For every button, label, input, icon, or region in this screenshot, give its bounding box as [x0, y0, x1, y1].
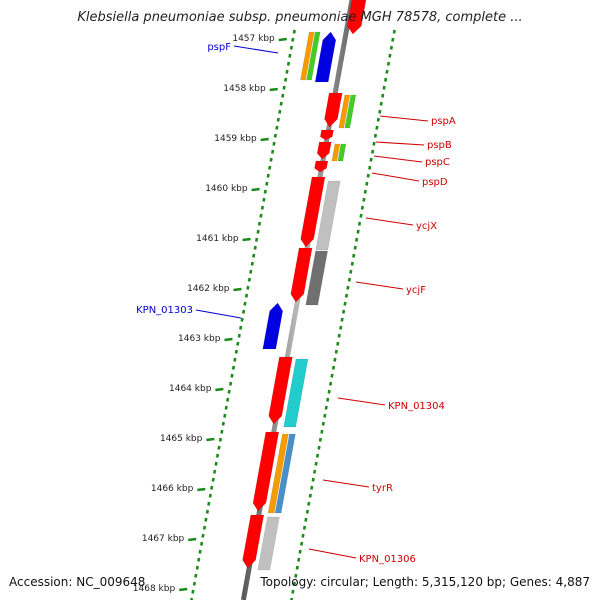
kbp-tick	[206, 437, 215, 442]
ycjX-gene	[300, 176, 326, 248]
pspC-bar-green	[337, 143, 347, 162]
gene-label-ycjF[interactable]: ycjF	[406, 285, 426, 296]
KPN_01303-leader-line	[195, 309, 242, 319]
kbp-tick-label: 1462 kbp	[187, 284, 230, 294]
pspD-gene	[314, 160, 329, 173]
pspF-bar-green	[306, 31, 321, 81]
gene-label-pspA[interactable]: pspA	[431, 116, 456, 127]
kbp-tick-label: 1461 kbp	[196, 234, 239, 244]
kbp-tick	[179, 587, 188, 592]
pspC-bar-orange	[331, 143, 341, 162]
ycjX-bar-gray	[315, 180, 341, 251]
pspA-bar-orange	[338, 94, 351, 129]
track-dots	[190, 29, 396, 600]
pspF-gene	[314, 31, 337, 83]
pspF-bar-orange	[300, 31, 315, 81]
kbp-tick-label: 1463 kbp	[178, 334, 221, 344]
ycjF-bar-dark	[305, 250, 328, 306]
genome-summary-text: Topology: circular; Length: 5,315,120 bp…	[260, 575, 590, 589]
pspC-gene	[316, 141, 332, 160]
kbp-tick-label: 1467 kbp	[142, 534, 185, 544]
kbp-tick-label: 1465 kbp	[160, 434, 203, 444]
kbp-tick-label: 1468 kbp	[133, 584, 176, 594]
gene-label-pspB[interactable]: pspB	[427, 140, 452, 151]
gene-label-pspD[interactable]: pspD	[422, 177, 448, 188]
tyrR-bar-blue	[274, 433, 296, 514]
kbp-tick	[224, 337, 233, 342]
kbp-ticks: 1457 kbp 1458 kbp 1459 kbp 1460 kbp 1461 kbp…	[133, 34, 287, 594]
KPN_01306-bar-gray	[257, 516, 280, 571]
kbp-tick	[269, 87, 278, 92]
pspA-gene	[324, 92, 343, 128]
accession-text: Accession: NC_009648	[9, 575, 146, 589]
kbp-tick	[278, 37, 287, 42]
kbp-tick	[197, 487, 206, 492]
KPN_01304-leader-line	[337, 397, 386, 406]
pspD-leader-line	[371, 172, 420, 182]
pspA-bar-green	[344, 94, 357, 129]
kbp-tick-label: 1458 kbp	[223, 84, 266, 94]
gene-label-tyrR[interactable]: tyrR	[372, 483, 393, 494]
gene-label-KPN_01304[interactable]: KPN_01304	[388, 401, 445, 412]
kbp-tick-label: 1459 kbp	[214, 134, 257, 144]
gene-label-ycjX[interactable]: ycjX	[416, 221, 437, 232]
KPN_01306-gene	[242, 514, 265, 569]
partial-gene-top	[346, 0, 367, 35]
tyrR-leader-line	[322, 479, 370, 488]
ycjF-leader-line	[355, 281, 404, 290]
KPN_01304-bar-cyan	[283, 358, 309, 428]
left-track	[190, 29, 296, 600]
gene-label-KPN_01306[interactable]: KPN_01306	[359, 554, 416, 565]
KPN_01303-gene	[262, 302, 284, 350]
gene-label-pspC[interactable]: pspC	[425, 157, 450, 168]
kbp-tick-label: 1466 kbp	[151, 484, 194, 494]
kbp-tick-label: 1457 kbp	[232, 34, 275, 44]
KPN_01306-leader-line	[308, 548, 357, 559]
gene-label-KPN_01303[interactable]: KPN_01303	[136, 305, 193, 316]
kbp-tick	[233, 287, 242, 292]
kbp-tick-label: 1464 kbp	[169, 384, 212, 394]
pspB-leader-line	[375, 141, 425, 146]
kbp-tick	[242, 237, 251, 242]
pspC-leader-line	[373, 155, 423, 163]
gene-features	[242, 0, 367, 571]
gene-labels: pspA pspB pspC pspD ycjX ycjF KPN_01304 tyrR KPN…	[136, 42, 456, 565]
pspF-leader-line	[233, 45, 279, 54]
gene-label-pspF[interactable]: pspF	[207, 42, 231, 53]
kbp-tick	[251, 187, 260, 192]
map-title: Klebsiella pneumoniae subsp. pneumoniae …	[77, 10, 523, 25]
kbp-tick-label: 1460 kbp	[205, 184, 248, 194]
tyrR-bar-orange	[267, 433, 289, 514]
pspB-gene	[319, 129, 334, 141]
pspA-leader-line	[379, 115, 429, 122]
kbp-tick	[215, 387, 224, 392]
kbp-tick	[188, 537, 197, 542]
right-track	[290, 29, 396, 600]
ycjF-gene	[290, 247, 313, 303]
kbp-tick	[260, 137, 269, 142]
KPN_01304-gene	[268, 356, 293, 425]
tyrR-gene	[252, 431, 280, 512]
ycjX-leader-line	[365, 217, 414, 226]
